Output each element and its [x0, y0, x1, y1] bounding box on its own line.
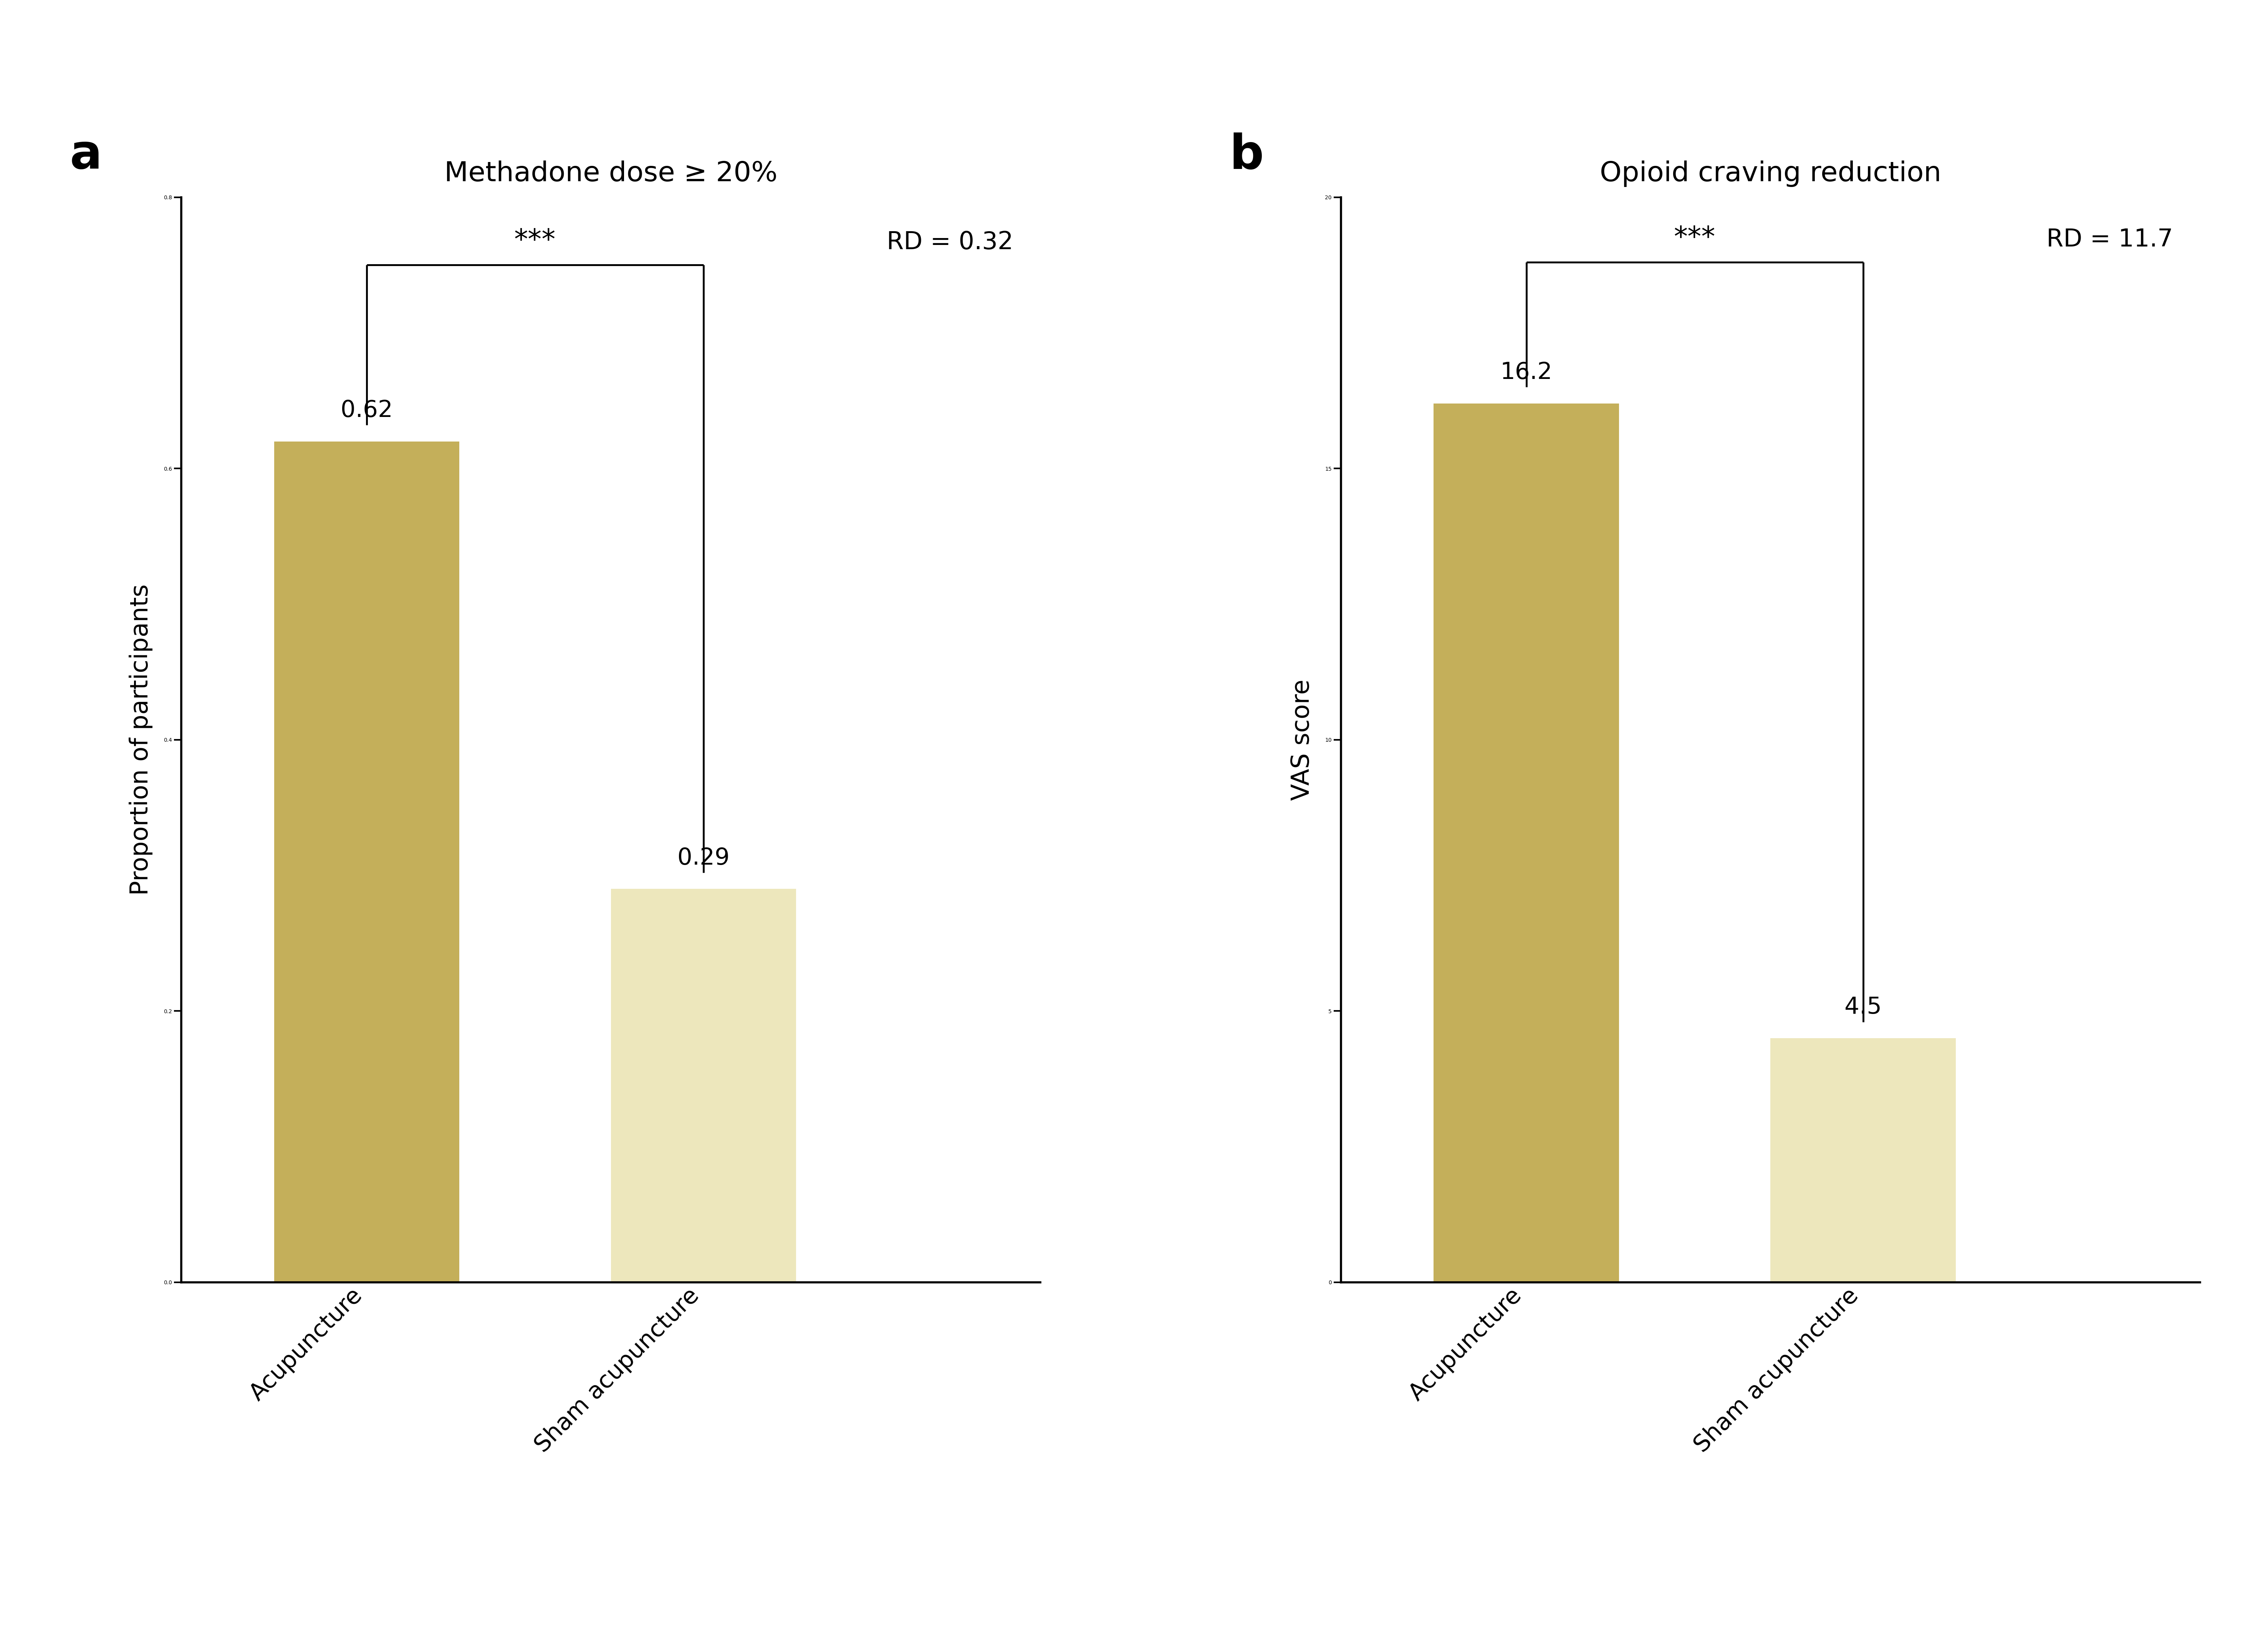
- Y-axis label: Proportion of participants: Proportion of participants: [129, 584, 152, 896]
- Text: b: b: [1229, 132, 1263, 179]
- Bar: [1771, 1039, 1955, 1282]
- Text: ***: ***: [1674, 225, 1715, 252]
- Text: a: a: [70, 132, 102, 179]
- Text: RD = 11.7: RD = 11.7: [2046, 229, 2173, 252]
- Bar: [274, 442, 460, 1282]
- Text: ***: ***: [515, 229, 556, 255]
- Title: Opioid craving reduction: Opioid craving reduction: [1599, 161, 1941, 187]
- Title: Methadone dose ≥ 20%: Methadone dose ≥ 20%: [445, 161, 778, 187]
- Text: 0.62: 0.62: [340, 399, 392, 423]
- Text: 16.2: 16.2: [1499, 362, 1551, 385]
- Text: 4.5: 4.5: [1844, 996, 1882, 1019]
- Text: RD = 0.32: RD = 0.32: [887, 230, 1014, 255]
- Text: 0.29: 0.29: [678, 847, 730, 870]
- Bar: [610, 889, 796, 1282]
- Bar: [1433, 403, 1619, 1282]
- Y-axis label: VAS score: VAS score: [1290, 679, 1313, 801]
